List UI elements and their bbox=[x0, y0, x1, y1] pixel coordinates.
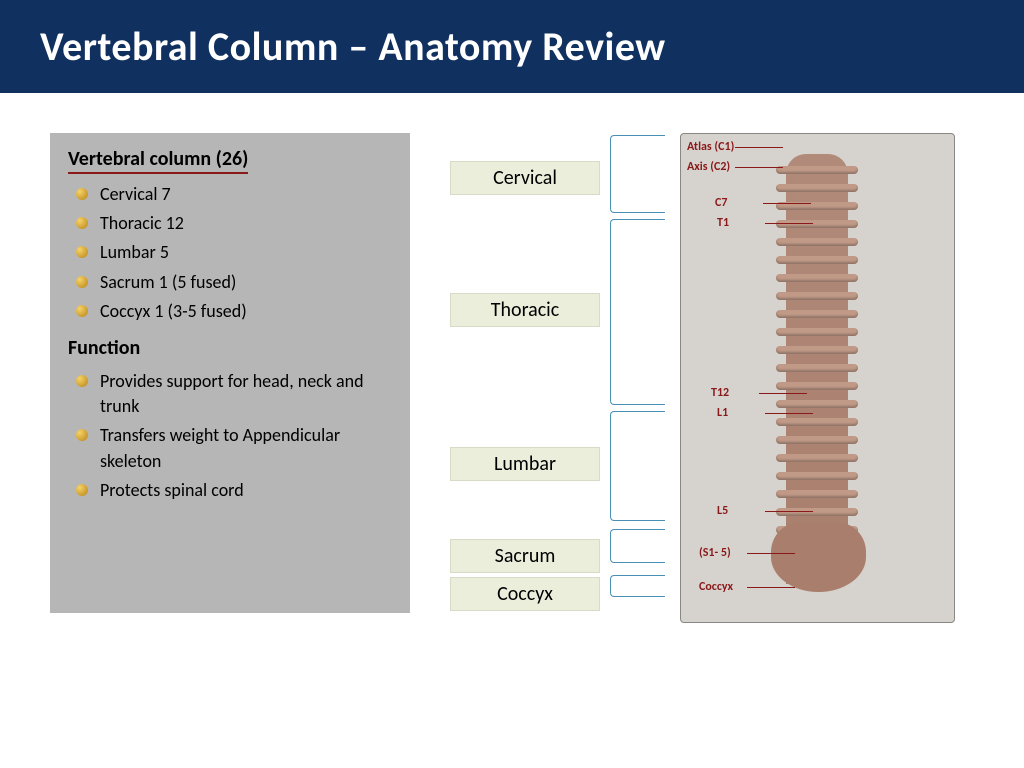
vertebra-ridge bbox=[776, 472, 858, 480]
vertebra-ridge bbox=[776, 436, 858, 444]
spine-annotation: L5 bbox=[717, 504, 728, 518]
list-item: Lumbar 5 bbox=[76, 238, 392, 267]
function-list: Provides support for head, neck and trun… bbox=[68, 367, 392, 505]
spine-annotation: T12 bbox=[711, 386, 729, 400]
vertebra-ridge bbox=[776, 256, 858, 264]
list-item: Coccyx 1 (3-5 fused) bbox=[76, 297, 392, 326]
leader-line bbox=[747, 587, 795, 588]
vertebra-ridge bbox=[776, 418, 858, 426]
vertebra-ridge bbox=[776, 292, 858, 300]
vertebrae-list: Cervical 7 Thoracic 12 Lumbar 5 Sacrum 1… bbox=[68, 180, 392, 326]
spine-annotation: Atlas (C1) bbox=[687, 140, 734, 154]
vertebra-ridge bbox=[776, 454, 858, 462]
leader-line bbox=[735, 147, 783, 148]
diagram-area: Cervical Thoracic Lumbar Sacrum Coccyx A… bbox=[450, 133, 994, 633]
vertebra-ridge bbox=[776, 310, 858, 318]
spine-annotation: Coccyx bbox=[699, 580, 733, 594]
leader-line bbox=[763, 203, 811, 204]
vertebra-ridge bbox=[776, 382, 858, 390]
vertebra-ridge bbox=[776, 364, 858, 372]
vertebra-ridge bbox=[776, 346, 858, 354]
region-bracket bbox=[610, 575, 665, 597]
spine-annotation: Axis (C2) bbox=[687, 160, 730, 174]
list-item: Provides support for head, neck and trun… bbox=[76, 367, 392, 421]
spine-annotation: C7 bbox=[715, 196, 727, 210]
list-item: Transfers weight to Appendicular skeleto… bbox=[76, 421, 392, 475]
region-label-coccyx: Coccyx bbox=[450, 577, 600, 611]
vertebra-ridge bbox=[776, 274, 858, 282]
leader-line bbox=[759, 393, 807, 394]
region-label-cervical: Cervical bbox=[450, 161, 600, 195]
region-label-lumbar: Lumbar bbox=[450, 447, 600, 481]
vertebra-ridge bbox=[776, 400, 858, 408]
bracket-container bbox=[610, 133, 670, 623]
region-label-thoracic: Thoracic bbox=[450, 293, 600, 327]
list-item: Sacrum 1 (5 fused) bbox=[76, 268, 392, 297]
slide-title: Vertebral Column – Anatomy Review bbox=[0, 0, 1024, 93]
vertebra-ridge bbox=[776, 238, 858, 246]
region-bracket bbox=[610, 411, 665, 521]
leader-line bbox=[765, 413, 813, 414]
vertebra-ridge bbox=[776, 490, 858, 498]
spine-annotation: (S1- 5) bbox=[699, 546, 731, 560]
spine-illustration: Atlas (C1) Axis (C2) C7 T1 T12 L1 L5 (S1- 5) Coc… bbox=[680, 133, 955, 623]
vertebra-ridge bbox=[776, 328, 858, 336]
list-item: Thoracic 12 bbox=[76, 209, 392, 238]
leader-line bbox=[765, 511, 813, 512]
vertebra-ridge bbox=[776, 220, 858, 228]
section-heading-vertebrae: Vertebral column (26) bbox=[68, 147, 248, 174]
content-row: Vertebral column (26) Cervical 7 Thoraci… bbox=[0, 93, 1024, 633]
vertebra-ridge bbox=[776, 508, 858, 516]
region-bracket bbox=[610, 219, 665, 405]
section-heading-function: Function bbox=[68, 336, 140, 361]
spine-annotation: L1 bbox=[717, 406, 728, 420]
list-item: Protects spinal cord bbox=[76, 476, 392, 505]
vertebra-ridge bbox=[776, 184, 858, 192]
leader-line bbox=[765, 223, 813, 224]
vertebra-ridge bbox=[776, 166, 858, 174]
spine-annotation: T1 bbox=[717, 216, 729, 230]
leader-line bbox=[747, 553, 795, 554]
leader-line bbox=[735, 167, 783, 168]
sacrum-shape bbox=[771, 522, 866, 592]
spine-column-shape bbox=[786, 154, 848, 584]
list-item: Cervical 7 bbox=[76, 180, 392, 209]
region-label-sacrum: Sacrum bbox=[450, 539, 600, 573]
region-bracket bbox=[610, 135, 665, 213]
region-bracket bbox=[610, 529, 665, 563]
info-panel: Vertebral column (26) Cervical 7 Thoraci… bbox=[50, 133, 410, 613]
